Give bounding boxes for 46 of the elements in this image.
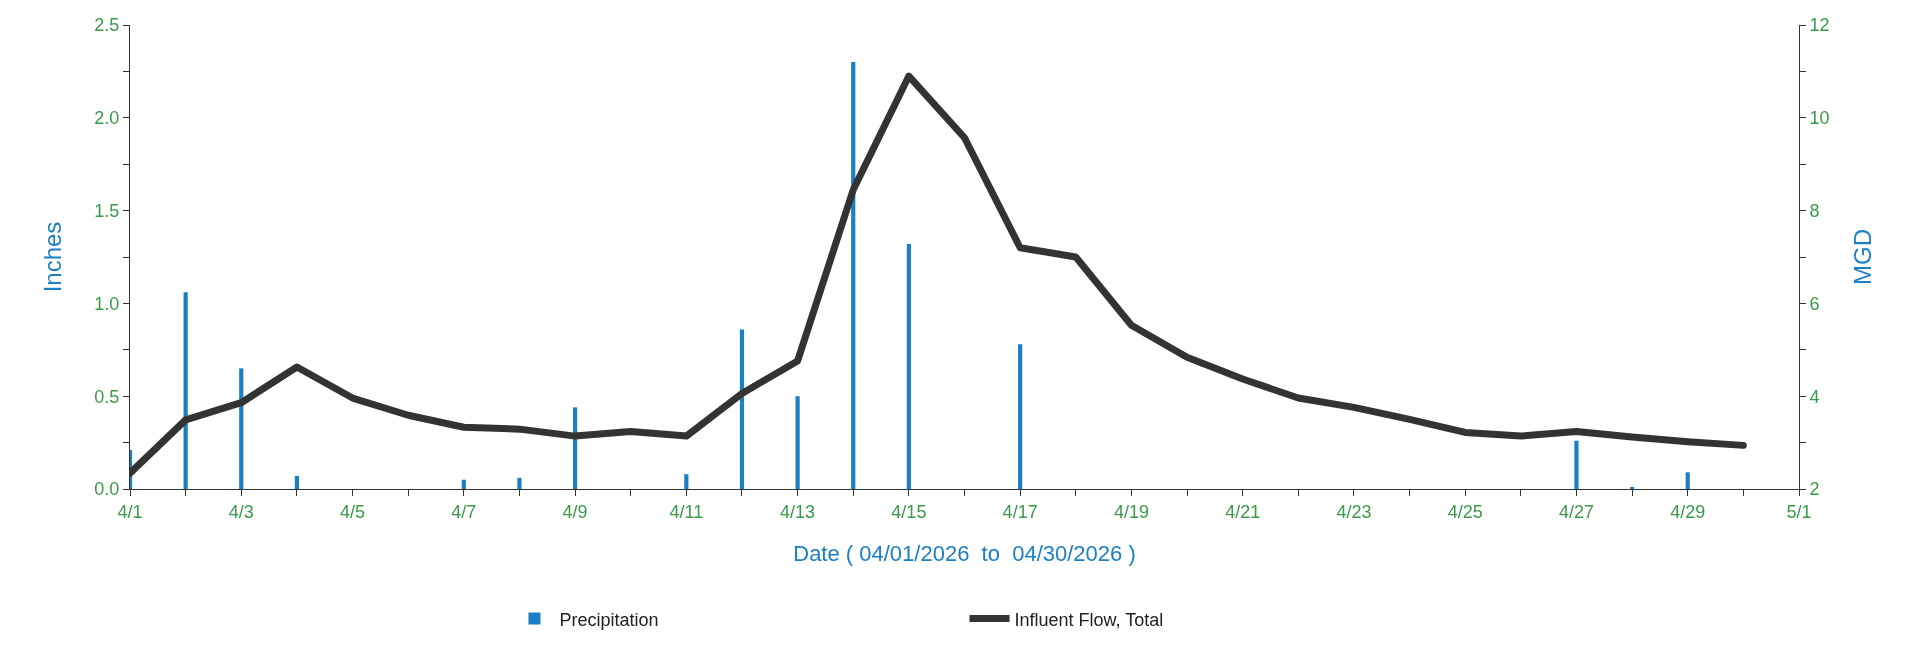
x-tick-label: 4/29: [1670, 501, 1706, 522]
y-tick-label: 2.0: [94, 108, 120, 129]
x-tick-label: 4/15: [891, 501, 927, 522]
x-tick-label: 5/1: [1786, 501, 1812, 522]
y-tick-label: 0.0: [94, 479, 120, 500]
x-tick-label: 4/11: [669, 501, 704, 522]
y-tick-label: 1.0: [94, 293, 120, 314]
legend-label: Influent Flow, Total: [1014, 609, 1164, 630]
x-tick-label: 4/7: [451, 501, 477, 522]
bar: [739, 329, 745, 489]
y-tick-label: 0.5: [94, 386, 120, 407]
x-tick-label: 4/17: [1002, 501, 1038, 522]
y2-tick-label: 10: [1809, 108, 1830, 129]
bar: [1685, 472, 1690, 489]
y-tick-label: 1.5: [94, 200, 120, 221]
bar: [851, 62, 856, 489]
x-tick-label: 4/5: [340, 501, 366, 522]
x-tick-label: 4/3: [228, 501, 254, 522]
x-tick-label: 4/21: [1225, 501, 1261, 522]
y2-tick-label: 8: [1809, 200, 1820, 221]
y2-axis-title: MGD: [1848, 229, 1876, 285]
bar: [294, 476, 299, 489]
bar: [183, 292, 188, 489]
bar: [239, 368, 244, 489]
x-tick-label: 4/25: [1447, 501, 1483, 522]
y2-tick-label: 6: [1809, 293, 1820, 314]
x-tick-label: 4/19: [1113, 501, 1149, 522]
x-tick-label: 4/1: [117, 501, 143, 522]
bar: [795, 396, 800, 489]
y2-tick-label: 4: [1809, 386, 1820, 407]
x-tick-label: 4/9: [562, 501, 588, 522]
x-tick-label: 4/23: [1336, 501, 1372, 522]
y2-tick-label: 2: [1809, 479, 1820, 500]
x-tick-label: 4/13: [780, 501, 816, 522]
y2-tick-label: 12: [1809, 15, 1830, 36]
bar: [1574, 440, 1579, 489]
x-axis-title: Date ( 04/01/2026 to 04/30/2026 ): [793, 541, 1136, 567]
bar: [461, 479, 466, 489]
x-tick-label: 4/27: [1558, 501, 1594, 522]
bar: [517, 477, 522, 489]
bar: [684, 474, 689, 489]
legend-label: Precipitation: [559, 609, 659, 630]
bar: [1018, 344, 1023, 489]
y-tick-label: 2.5: [94, 15, 120, 36]
bar: [906, 244, 911, 489]
y-axis-title: Inches: [39, 221, 67, 293]
